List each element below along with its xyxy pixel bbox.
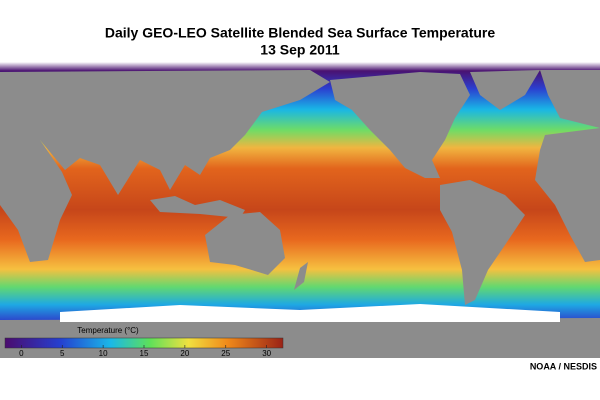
greenland [470, 70, 540, 110]
eurasia [0, 70, 330, 195]
map [0, 62, 600, 358]
africa-east [535, 128, 600, 262]
sea-ice [60, 304, 560, 322]
colorbar-tick-label: 15 [140, 349, 149, 358]
africa [0, 140, 72, 262]
new-zealand [294, 262, 308, 290]
indonesia [150, 196, 245, 218]
credit: NOAA / NESDIS [530, 361, 597, 371]
colorbar-tick-label: 10 [99, 349, 108, 358]
australia [205, 212, 285, 275]
title: Daily GEO-LEO Satellite Blended Sea Surf… [105, 25, 496, 41]
colorbar-label: Temperature (°C) [77, 326, 139, 335]
north-america [330, 72, 470, 178]
colorbar-tick-label: 20 [180, 349, 189, 358]
colorbar-tick-label: 0 [19, 349, 24, 358]
date: 13 Sep 2011 [260, 42, 340, 58]
colorbar-tick-label: 5 [60, 349, 65, 358]
europe [540, 70, 600, 128]
colorbar-tick-label: 30 [262, 349, 271, 358]
south-america [440, 180, 525, 305]
colorbar-tick-label: 25 [221, 349, 230, 358]
colorbar: Temperature (°C) 0 5 10 15 20 25 30 [4, 326, 284, 358]
